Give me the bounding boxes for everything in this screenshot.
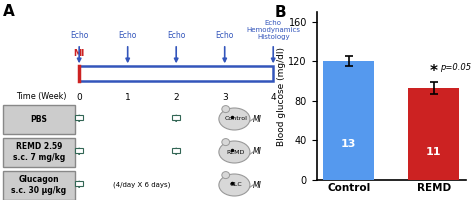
Text: Glucagon
s.c. 30 μg/kg: Glucagon s.c. 30 μg/kg bbox=[11, 175, 66, 195]
Text: Time (Week): Time (Week) bbox=[16, 92, 67, 102]
Text: Echo: Echo bbox=[118, 31, 137, 40]
Text: (4/day X 6 days): (4/day X 6 days) bbox=[113, 182, 171, 188]
FancyBboxPatch shape bbox=[3, 170, 74, 200]
Text: MI: MI bbox=[253, 114, 262, 123]
Bar bbox=[408, 88, 459, 180]
Text: Control: Control bbox=[225, 116, 247, 121]
Text: Echo: Echo bbox=[167, 31, 185, 40]
Ellipse shape bbox=[222, 139, 229, 146]
FancyBboxPatch shape bbox=[75, 181, 83, 186]
Text: REMD: REMD bbox=[227, 150, 245, 154]
Text: Echo: Echo bbox=[216, 31, 234, 40]
Text: 0: 0 bbox=[76, 92, 82, 102]
Text: 3: 3 bbox=[222, 92, 228, 102]
Text: p=0.05: p=0.05 bbox=[440, 63, 472, 72]
FancyBboxPatch shape bbox=[75, 148, 83, 153]
Text: 1: 1 bbox=[125, 92, 130, 102]
Ellipse shape bbox=[219, 141, 250, 163]
Text: Echo
Hemodynamics
Histology: Echo Hemodynamics Histology bbox=[246, 20, 300, 40]
FancyBboxPatch shape bbox=[172, 148, 180, 153]
Text: *: * bbox=[430, 64, 438, 79]
FancyBboxPatch shape bbox=[75, 115, 83, 120]
Ellipse shape bbox=[219, 174, 250, 196]
Text: 2: 2 bbox=[173, 92, 179, 102]
Ellipse shape bbox=[222, 172, 229, 179]
Text: 13: 13 bbox=[341, 139, 356, 149]
FancyBboxPatch shape bbox=[3, 104, 74, 134]
Text: A: A bbox=[3, 4, 15, 19]
Text: 11: 11 bbox=[426, 147, 441, 157]
Text: PBS: PBS bbox=[30, 114, 47, 123]
FancyBboxPatch shape bbox=[3, 138, 74, 166]
Text: MI: MI bbox=[73, 49, 85, 58]
Text: MI: MI bbox=[253, 148, 262, 156]
Ellipse shape bbox=[219, 108, 250, 130]
Ellipse shape bbox=[222, 106, 229, 113]
FancyBboxPatch shape bbox=[79, 66, 273, 81]
FancyBboxPatch shape bbox=[172, 115, 180, 120]
Text: GLC: GLC bbox=[229, 182, 242, 188]
Bar bbox=[323, 61, 374, 180]
Text: B: B bbox=[275, 5, 286, 20]
Text: 4: 4 bbox=[270, 92, 276, 102]
Text: REMD 2.59
s.c. 7 mg/kg: REMD 2.59 s.c. 7 mg/kg bbox=[13, 142, 65, 162]
Y-axis label: Blood glucose (mg/dl): Blood glucose (mg/dl) bbox=[277, 46, 286, 146]
Text: Echo: Echo bbox=[70, 31, 88, 40]
Text: MI: MI bbox=[253, 180, 262, 190]
